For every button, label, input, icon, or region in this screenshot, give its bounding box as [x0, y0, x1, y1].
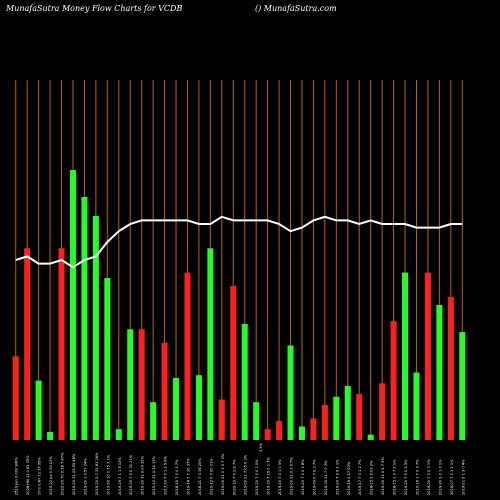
- money-flow-bar: [24, 248, 31, 440]
- money-flow-bar: [207, 248, 214, 440]
- money-flow-bar: [58, 248, 65, 440]
- x-tick-label: 2019-29 7 1 1 5.13%: [118, 457, 122, 495]
- money-flow-bar: [264, 429, 271, 440]
- x-tick-label: 2018-15 3 6.03 2%: [370, 460, 374, 495]
- money-flow-bar: [115, 429, 122, 440]
- x-tick-label: 2019-20 31 23.55 48%: [72, 453, 76, 495]
- x-tick-label: 2018-21 7 0.38 20%: [198, 458, 202, 495]
- x-tick-label: 2019-18 0.17 03%: [347, 461, 351, 495]
- x-tick-label: 2019-20 7 0 0 1 1%: [335, 459, 339, 495]
- money-flow-bar: [184, 272, 191, 440]
- money-flow-bar: [276, 421, 283, 440]
- extra-label: 3.5%: [259, 442, 263, 452]
- money-flow-bar: [69, 170, 76, 440]
- money-flow-bar: [321, 404, 328, 440]
- x-tick-label: 1Yrs 0.NY 12 37.95%: [38, 457, 42, 495]
- money-flow-bar: [310, 418, 317, 440]
- money-flow-bar: [138, 329, 145, 440]
- x-tick-label: 2019-30 7 0 0 31 21%: [129, 454, 133, 495]
- money-flow-bar: [173, 377, 180, 440]
- x-tick-label: 2018-15 7 0 0 1 7%: [175, 459, 179, 495]
- x-tick-label: 2018-07 7 0 1 2 1%: [450, 459, 454, 495]
- x-tick-label: 2019-22 Jul 0.39 13%: [49, 456, 53, 495]
- x-tick-label: 2019-12 0 7 00 21%: [209, 458, 213, 495]
- money-flow-bar: [459, 332, 466, 440]
- money-flow-bar: [344, 386, 351, 440]
- money-flow-bar: [402, 272, 409, 440]
- x-tick-label: 2019-00 31 0 5 7 9%: [381, 457, 385, 495]
- x-tick-label: 2022-20.70 0.58 7.87%: [61, 452, 65, 495]
- money-flow-bar: [390, 321, 397, 440]
- money-flow-bar: [287, 345, 294, 440]
- x-tick-label: 2019-20 31 0.09 32%: [141, 455, 145, 495]
- site-credit: () MunafaSutra.com: [255, 4, 337, 13]
- money-flow-bar: [436, 305, 443, 440]
- money-flow-bar: [195, 375, 202, 440]
- money-flow-bar: [253, 402, 260, 440]
- x-tick-label: 2019-17 7 0 1 2 7%: [358, 459, 362, 495]
- money-flow-bar: [333, 396, 340, 440]
- x-tick-label: 2018-15 1 0 7 2 1%: [393, 459, 397, 495]
- x-tick-label: 2519 Jan 0.000 WR%: [15, 457, 19, 495]
- x-tick-label: 2020-19 7 0 2.8 7%: [232, 459, 236, 495]
- money-flow-line: [15, 215, 463, 269]
- money-flow-bar: [356, 394, 363, 440]
- money-flow-bar: [218, 399, 225, 440]
- money-flow-bar: [35, 380, 42, 440]
- money-flow-bar: [150, 402, 157, 440]
- x-tick-label: 2019-20 7 0 0 1 3%: [404, 459, 408, 495]
- x-tick-label: 2019-20 2.7 32.81 26%: [95, 452, 99, 495]
- x-tick-label: 2019-20 3 0 1 0 1%: [438, 459, 442, 495]
- x-tick-label: 2019-16 1 7 0 3 7%: [415, 459, 419, 495]
- money-flow-bar: [161, 342, 168, 440]
- money-flow-bar: [12, 356, 19, 440]
- x-tick-label: 2019-20 1 0.57 24%: [83, 458, 87, 495]
- money-flow-bar: [230, 286, 237, 440]
- money-flow-bar: [367, 434, 374, 440]
- x-tick-label: 2019-20 7 0 0 3 1%: [427, 459, 431, 495]
- x-tick-label: 2019-14 7 7 20 37%: [186, 458, 190, 495]
- x-tick-label: 2019-12 31 0.30 17%: [152, 455, 156, 495]
- money-flow-bar: [92, 215, 99, 440]
- x-tick-label: 2019-21 0 1 3 0 4%: [461, 459, 465, 495]
- x-tick-label: 2028 HN 13 0.81 35%: [26, 455, 30, 495]
- money-flow-bar: [298, 426, 305, 440]
- x-tick-label: 2019-00 21 7.05 0 3%: [244, 454, 248, 495]
- x-tick-label: 2017-20 7 0 1 2 5.8%: [164, 455, 168, 495]
- x-tick-label: 2019-20 7 0 0 1 8%: [301, 459, 305, 495]
- x-tick-label: 2019-20 7.0 1 0 5%: [278, 459, 282, 495]
- money-flow-bar: [447, 296, 454, 440]
- x-tick-label: 2019-90 10 0.75 7.1%: [106, 454, 110, 495]
- x-tick-label: 2019-30 31 7 0 3%: [324, 460, 328, 495]
- money-flow-bar: [241, 323, 248, 440]
- money-flow-bar: [127, 329, 134, 440]
- x-tick-label: 2019-00 21 0 3 0 7 3%: [221, 453, 225, 495]
- money-flow-bar: [47, 431, 54, 440]
- money-flow-bar: [81, 197, 88, 440]
- money-flow-bar: [104, 278, 111, 440]
- money-flow-bar: [379, 383, 386, 440]
- money-flow-bar: [424, 272, 431, 440]
- chart-title: MunafaSutra Money Flow Charts for VCDB: [6, 4, 183, 13]
- x-tick-label: 2019-00 31 0 3 0 7%: [290, 457, 294, 495]
- money-flow-bar: [413, 372, 420, 440]
- x-tick-label: 2019-20 7.15 0 1 7%: [267, 457, 271, 495]
- x-tick-label: 2019-20 7 0 0 1 0%: [255, 459, 259, 495]
- x-tick-label: 2019-03 0 7 0.3 7%: [312, 459, 316, 495]
